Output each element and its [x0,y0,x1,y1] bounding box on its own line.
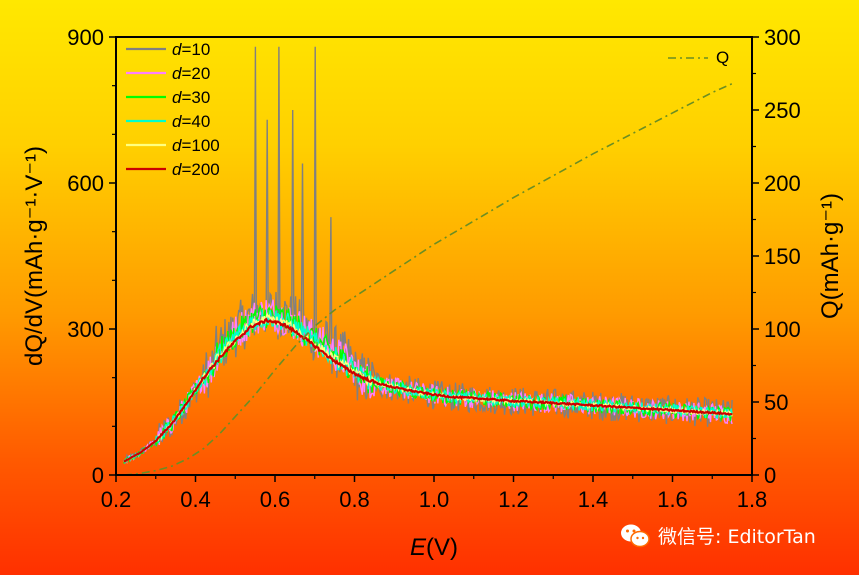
yl-tick-label-0: 0 [92,463,104,488]
x-axis-title: E(V) [410,534,458,561]
legend-label-q: Q [716,48,729,67]
x-tick-label-8: 1.8 [737,487,768,512]
yl-tick-label-3: 900 [67,25,104,50]
yr-tick-label-1: 50 [764,390,788,415]
series-line-d-200 [123,317,733,463]
series-line-d-30 [123,304,733,464]
x-tick-label-3: 0.8 [339,487,370,512]
yl-tick-label-2: 600 [67,171,104,196]
legend-label-d-20: d=20 [172,64,210,83]
watermark-text: 微信号: EditorTan [658,526,816,548]
legend-label-d-40: d=40 [172,112,210,131]
legend-label-d-30: d=30 [172,88,210,107]
x-tick-label-7: 1.6 [657,487,688,512]
wechat-icon [621,524,650,547]
y-right-axis-title: Q(mAh·g⁻¹) [817,193,844,319]
x-tick-label-2: 0.6 [260,487,291,512]
x-tick-label-4: 1.0 [419,487,450,512]
y-left-axis-title: dQ/dV(mAh·g⁻¹·V⁻¹) [21,146,48,366]
series-line-d-20 [123,299,733,464]
series-line-d-10 [123,46,733,465]
yr-tick-label-5: 250 [764,98,801,123]
legend-label-d-100: d=100 [172,136,220,155]
yr-tick-label-2: 100 [764,317,801,342]
legend-label-d-200: d=200 [172,160,220,179]
yr-tick-label-4: 200 [764,171,801,196]
x-tick-label-6: 1.4 [578,487,609,512]
series-line-d-40 [123,309,733,465]
yl-tick-label-1: 300 [67,317,104,342]
watermark: 微信号: EditorTan [620,522,816,549]
x-tick-label-5: 1.2 [498,487,529,512]
x-tick-label-0: 0.2 [101,487,132,512]
legend-label-d-10: d=10 [172,40,210,59]
yr-tick-label-0: 0 [764,463,776,488]
yr-tick-label-3: 150 [764,244,801,269]
x-tick-label-1: 0.4 [180,487,211,512]
yr-tick-label-6: 300 [764,25,801,50]
